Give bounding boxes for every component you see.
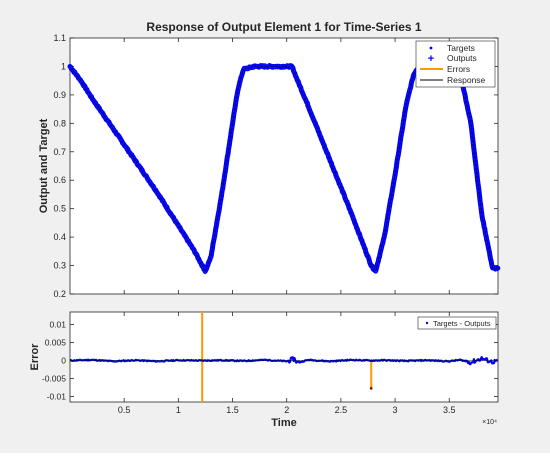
legend-error-label: Targets - Outputs [433, 319, 491, 328]
error-legend-box [417, 316, 497, 330]
error-ytick-label: 0 [61, 356, 66, 366]
error-xtick-label: 3.5 [443, 405, 456, 415]
response-ytick-label: 0.8 [53, 118, 66, 128]
error-legend: Targets - Outputs [417, 316, 497, 330]
error-xtick-label: 2.5 [335, 405, 348, 415]
error-series [69, 312, 499, 402]
response-ytick-label: 0.9 [53, 90, 66, 100]
legend-outputs-marker: + [428, 53, 434, 65]
error-axes: Error Time ×10⁴ -0.01 -0.005 0 0.005 0.01 0.… [29, 311, 499, 429]
response-ytick-label: 0.3 [53, 261, 66, 271]
error-ytick-label: 0.005 [45, 338, 67, 348]
error-xtick-label: 2 [284, 405, 289, 415]
error-x-multiplier: ×10⁴ [482, 419, 497, 426]
response-ylabel: Output and Target [38, 118, 50, 213]
legend-error-marker [425, 321, 429, 325]
legend-targets-marker [429, 46, 433, 50]
response-ytick-label: 0.2 [53, 289, 66, 299]
response-ytick-label: 0.4 [53, 232, 66, 242]
legend-targets-label: Targets [447, 43, 475, 53]
legend-outputs-label: Outputs [447, 53, 477, 63]
error-xtick-label: 3 [393, 405, 398, 415]
legend-errors-label: Errors [447, 64, 470, 74]
error-xtick-label: 1.5 [226, 405, 239, 415]
error-xlabel: Time [271, 417, 296, 429]
error-xtick-label: 0.5 [118, 405, 131, 415]
error-xtick-label: 1 [176, 405, 181, 415]
error-ytick-label: 0.01 [49, 320, 66, 330]
error-xticks: 0.5 1 1.5 2 2.5 3 3.5 [118, 312, 456, 415]
error-ytick-label: -0.005 [42, 374, 66, 384]
response-ytick-label: 0.5 [53, 204, 66, 214]
response-title: Response of Output Element 1 for Time-Se… [146, 20, 422, 34]
legend-response-label: Response [447, 75, 486, 85]
response-ytick-label: 1.1 [53, 33, 66, 43]
response-xticks [123, 38, 450, 294]
error-ytick-label: -0.01 [47, 392, 67, 402]
response-axes: Response of Output Element 1 for Time-Se… [38, 20, 501, 299]
response-ytick-label: 0.7 [53, 147, 66, 157]
response-legend-box [415, 40, 496, 88]
response-yticks: 0.2 0.3 0.4 0.5 0.6 0.7 0.8 0.9 1 1.1 [53, 33, 498, 299]
response-ytick-label: 1 [61, 61, 66, 71]
error-spike-end [369, 387, 373, 390]
response-legend: Targets + Outputs Errors Response [415, 40, 496, 88]
response-ytick-label: 0.6 [53, 175, 66, 185]
error-ylabel: Error [29, 343, 41, 371]
